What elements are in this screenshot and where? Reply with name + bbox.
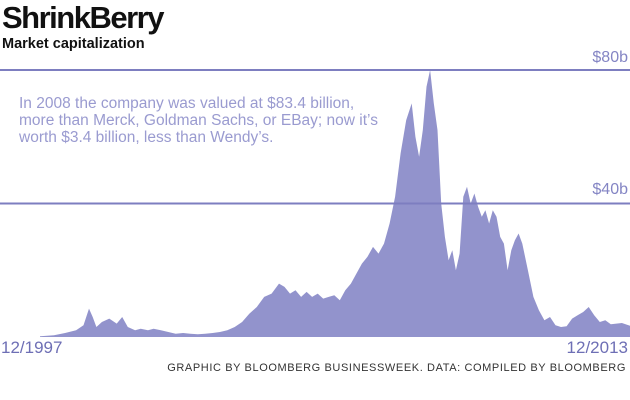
x-start-label: 12/1997 <box>1 338 63 357</box>
market-cap-area <box>40 70 630 337</box>
y-tick-label-40b: $40b <box>592 181 628 198</box>
x-end-label: 12/2013 <box>566 338 628 357</box>
chart-title: ShrinkBerry <box>2 0 164 35</box>
source-credit: GRAPHIC BY BLOOMBERG BUSINESSWEEK. DATA:… <box>167 362 626 374</box>
chart-annotation: In 2008 the company was valued at $83.4 … <box>19 95 378 146</box>
chart-subtitle: Market capitalization <box>2 36 145 52</box>
y-tick-label-80b: $80b <box>592 49 628 66</box>
